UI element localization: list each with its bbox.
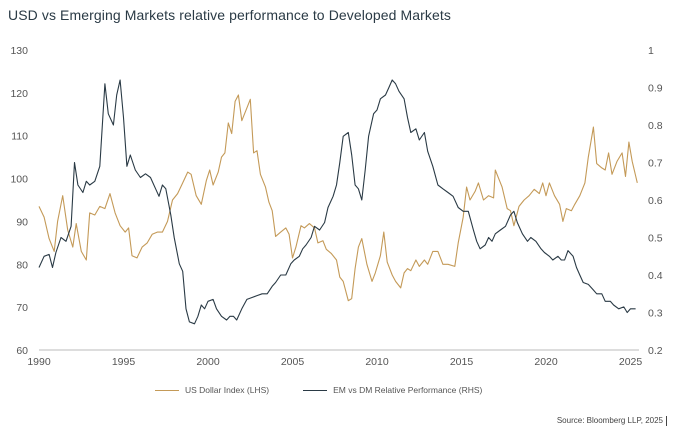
chart-legend: US Dollar Index (LHS) EM vs DM Relative … (155, 385, 482, 395)
legend-item-usd: US Dollar Index (LHS) (155, 385, 269, 395)
y-left-tick-label: 110 (11, 131, 28, 143)
usd-index-line (38, 94, 638, 302)
x-tick-label: 2020 (534, 356, 558, 368)
x-tick-label: 2015 (450, 356, 474, 368)
y-right-tick-label: 0.3 (648, 308, 663, 320)
x-tick-label: 2010 (365, 356, 389, 368)
x-tick-label: 1990 (27, 356, 51, 368)
legend-swatch-usd (155, 389, 179, 391)
y-left-tick-label: 60 (16, 345, 28, 357)
chart-title: USD vs Emerging Markets relative perform… (8, 7, 452, 23)
chart-tick-labels: 1990 1995 2000 2005 2010 2015 2020 2025 60 70 80 90… (10, 45, 662, 368)
x-tick-label: 2000 (196, 356, 220, 368)
y-left-tick-label: 70 (16, 302, 28, 314)
x-tick-label: 2025 (619, 356, 643, 368)
source-divider (666, 416, 667, 426)
y-right-tick-label: 0.9 (648, 83, 663, 95)
source-note: Source: Bloomberg LLP, 2025 (557, 416, 667, 426)
legend-label-em: EM vs DM Relative Performance (RHS) (333, 385, 483, 395)
y-left-tick-label: 90 (16, 216, 28, 228)
y-left-tick-label: 80 (16, 259, 28, 271)
x-tick-label: 1995 (112, 356, 136, 368)
source-text: Source: Bloomberg LLP, 2025 (556, 416, 663, 426)
y-left-tick-label: 130 (10, 45, 28, 57)
legend-label-usd: US Dollar Index (LHS) (185, 385, 270, 395)
y-right-tick-label: 1 (648, 45, 654, 57)
em-vs-dm-line (38, 79, 636, 325)
legend-item-em: EM vs DM Relative Performance (RHS) (303, 385, 482, 395)
y-left-tick-label: 120 (10, 88, 28, 100)
chart-series (38, 79, 638, 325)
y-right-tick-label: 0.6 (648, 195, 663, 207)
legend-swatch-em (303, 389, 328, 391)
y-left-tick-label: 100 (10, 174, 28, 186)
y-right-tick-label: 0.7 (648, 158, 663, 170)
y-right-tick-label: 0.4 (648, 270, 663, 282)
x-tick-label: 2005 (281, 356, 305, 368)
y-right-tick-label: 0.8 (648, 120, 663, 132)
y-right-tick-label: 0.2 (648, 345, 663, 357)
y-right-tick-label: 0.5 (648, 233, 663, 245)
